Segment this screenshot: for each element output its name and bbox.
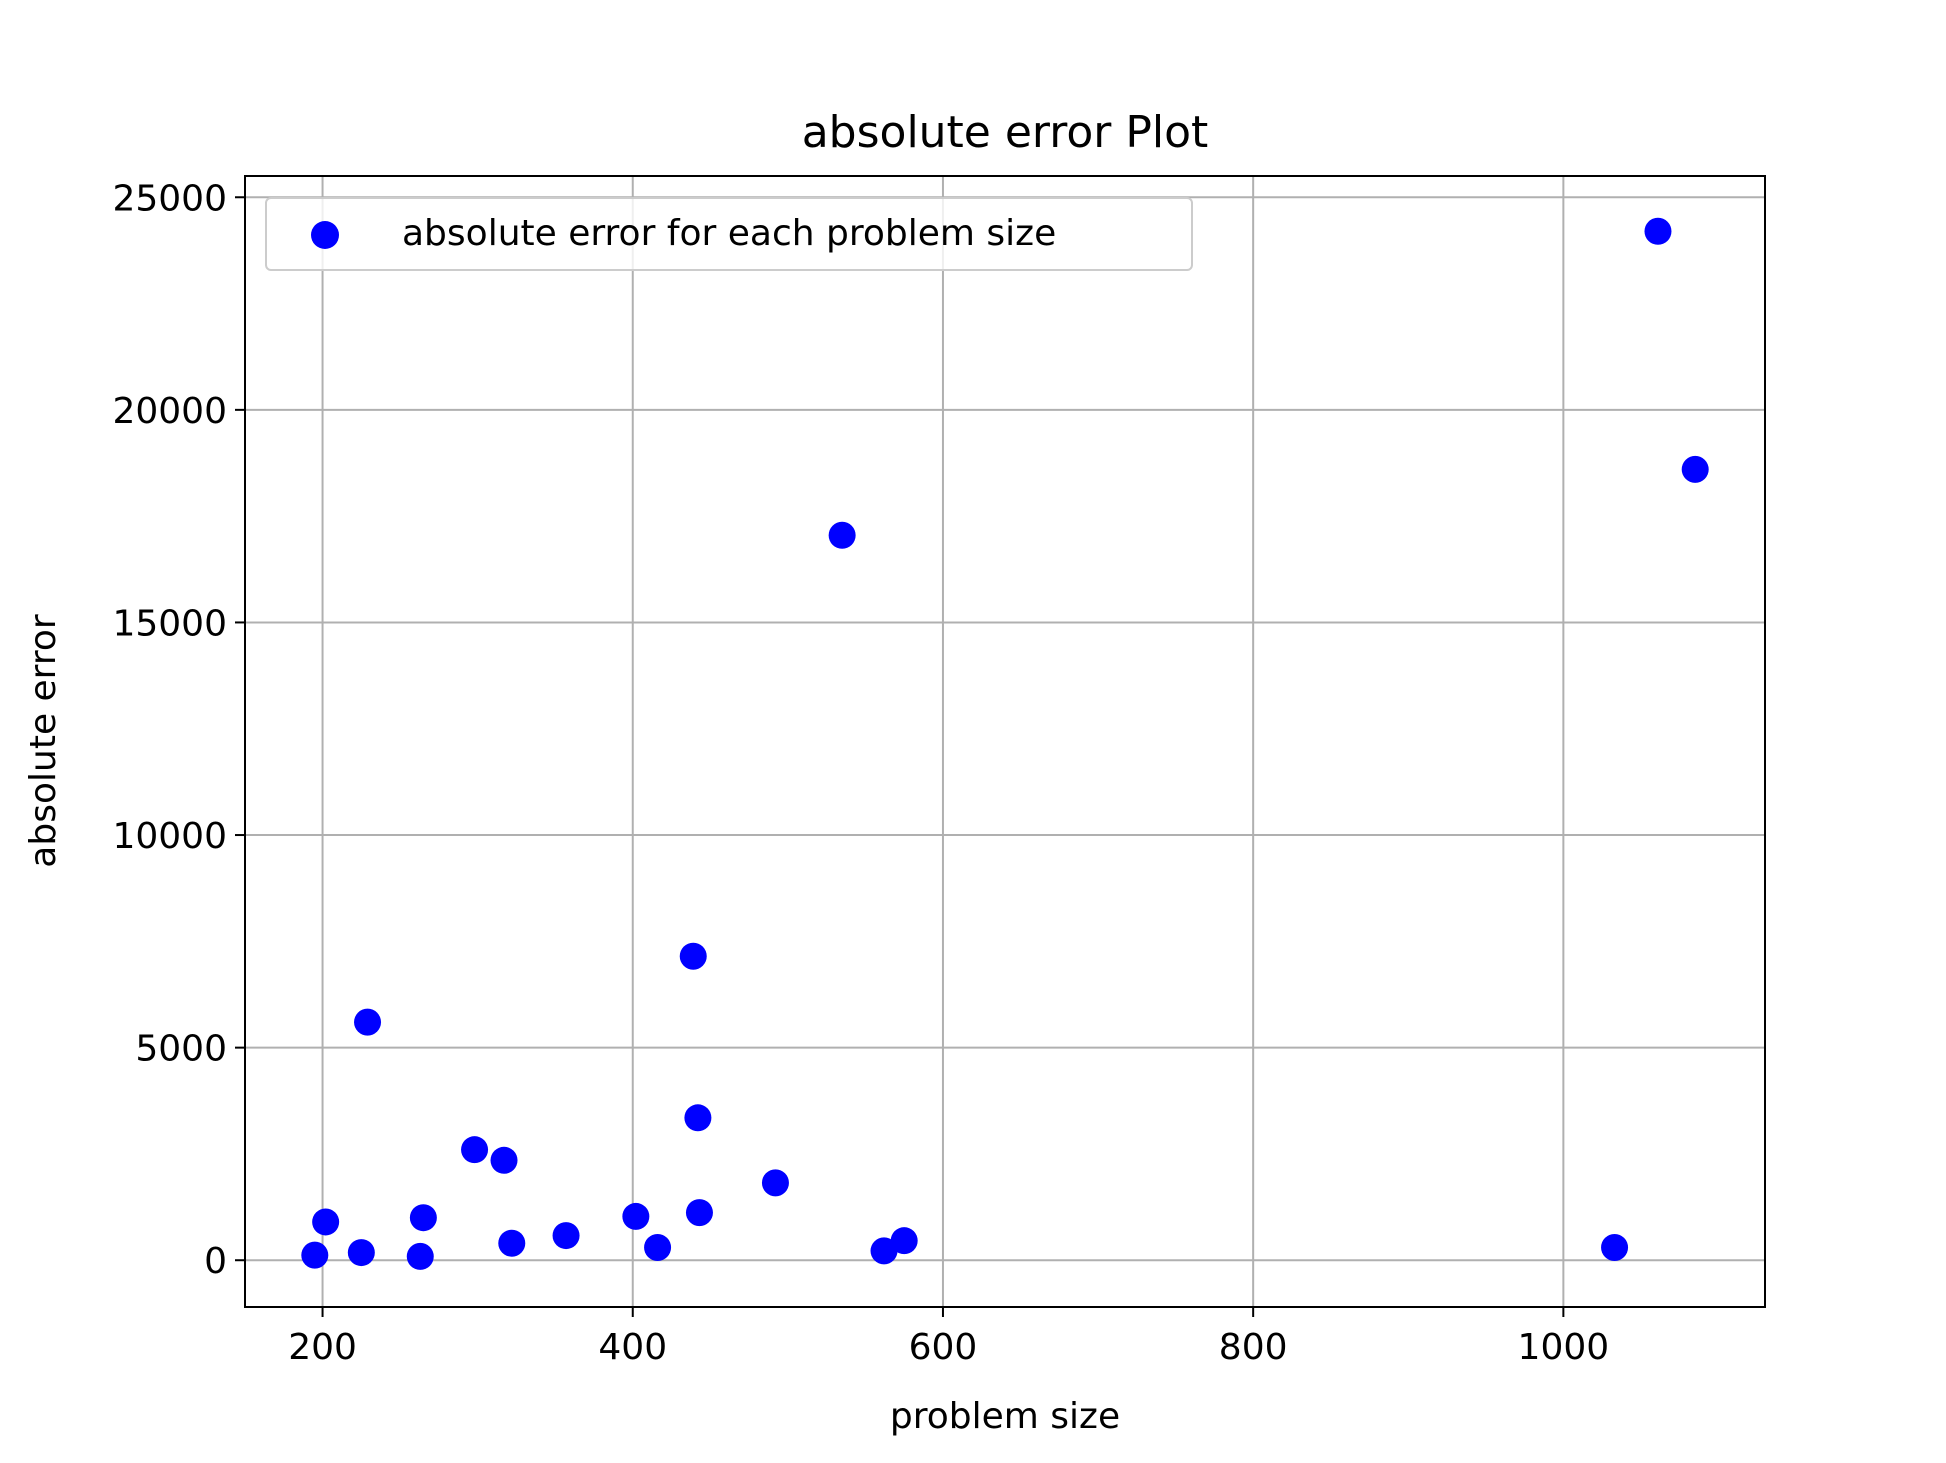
y-axis-label: absolute error [23,614,64,868]
data-point [498,1229,526,1257]
data-point [347,1239,375,1267]
data-point [685,1199,713,1227]
data-point [1601,1233,1629,1261]
data-point [409,1204,437,1232]
x-tick-label: 800 [1219,1327,1288,1368]
data-point [461,1136,489,1164]
legend-label: absolute error for each problem size [402,213,1056,254]
data-point [622,1202,650,1230]
data-point [890,1227,918,1255]
data-point [761,1169,789,1197]
y-tick-label: 20000 [112,391,227,432]
y-tick-label: 10000 [112,816,227,857]
data-point [354,1008,382,1036]
x-axis-ticks: 200 400 600 800 1000 [288,1307,1609,1368]
data-point [406,1242,434,1270]
data-point [552,1222,580,1250]
data-point [684,1104,712,1132]
legend-marker [311,221,339,249]
data-point [828,521,856,549]
data-point [301,1241,329,1269]
y-tick-label: 25000 [112,178,227,219]
plot-frame [244,175,1766,1308]
data-point [1681,455,1709,483]
data-point [312,1208,340,1236]
data-point [490,1146,518,1174]
y-tick-label: 5000 [135,1029,227,1070]
legend-box [265,197,1193,271]
y-tick-label: 0 [204,1241,227,1282]
x-tick-label: 600 [909,1327,978,1368]
data-point [870,1237,898,1265]
data-points [301,217,1709,1270]
data-point [644,1233,672,1261]
legend: absolute error for each problem size [265,197,1193,271]
x-axis-label: problem size [890,1396,1120,1437]
y-axis-ticks: 0 5000 10000 15000 20000 25000 [112,178,245,1282]
data-point [679,942,707,970]
x-tick-label: 400 [598,1327,667,1368]
x-tick-label: 200 [288,1327,357,1368]
chart-title: absolute error Plot [802,107,1209,158]
x-tick-label: 1000 [1518,1327,1610,1368]
data-point [1644,217,1672,245]
y-tick-label: 15000 [112,603,227,644]
